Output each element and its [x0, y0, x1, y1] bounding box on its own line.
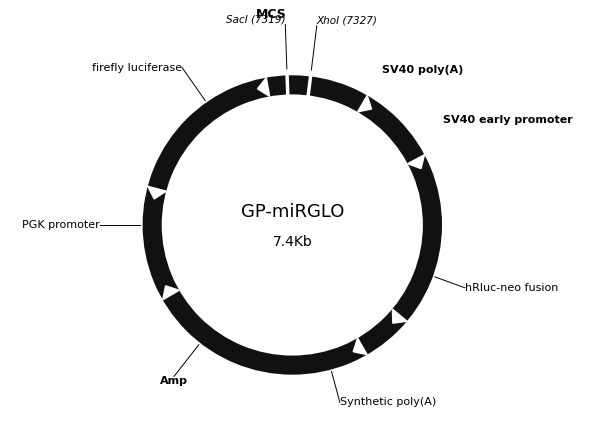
Polygon shape — [353, 338, 367, 355]
Polygon shape — [257, 78, 269, 97]
Text: XhoI (7327): XhoI (7327) — [317, 16, 377, 26]
Polygon shape — [358, 95, 371, 112]
Wedge shape — [143, 75, 442, 375]
Polygon shape — [407, 155, 424, 168]
Text: firefly luciferase: firefly luciferase — [92, 63, 182, 73]
Text: SV40 early promoter: SV40 early promoter — [443, 115, 572, 125]
Text: GP-miRGLO: GP-miRGLO — [241, 203, 344, 221]
Text: MCS: MCS — [256, 8, 286, 21]
Text: Amp: Amp — [160, 376, 188, 386]
Text: PGK promoter: PGK promoter — [22, 220, 100, 230]
Text: SV40 poly(A): SV40 poly(A) — [382, 65, 463, 74]
Text: SacI (7319): SacI (7319) — [226, 14, 286, 24]
Text: hRluc-neo fusion: hRluc-neo fusion — [465, 283, 558, 293]
Polygon shape — [163, 286, 179, 300]
Text: Synthetic poly(A): Synthetic poly(A) — [340, 397, 436, 407]
Polygon shape — [148, 186, 166, 199]
Polygon shape — [392, 309, 407, 323]
Text: 7.4Kb: 7.4Kb — [272, 235, 312, 249]
